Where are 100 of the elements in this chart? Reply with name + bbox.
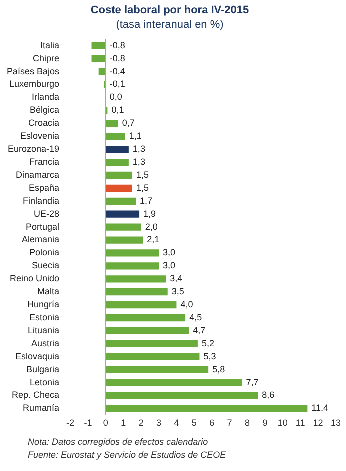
bar <box>106 314 186 322</box>
data-label: 0,0 <box>110 92 122 102</box>
bar <box>106 224 142 231</box>
bar <box>106 392 258 400</box>
x-tick-label: -2 <box>66 418 75 428</box>
source-note: Fuente: Eurostat y Servicio de Estudios de CEOE <box>28 449 228 462</box>
y-tick-label: Estonia <box>29 312 60 322</box>
y-tick-label: Hungría <box>27 300 60 310</box>
data-label: 5,3 <box>204 351 216 362</box>
data-label: 1,3 <box>132 156 146 167</box>
x-tick-label: 1 <box>121 418 126 428</box>
x-tick-label: 7 <box>227 418 232 428</box>
data-label: 3,0 <box>163 248 176 258</box>
y-tick-label: Luxemburgo <box>9 79 60 90</box>
x-tick-label: 8 <box>245 418 250 428</box>
bar <box>106 262 160 270</box>
y-tick-label: Letonia <box>30 377 60 388</box>
y-tick-label: Rep. Checa <box>12 390 60 400</box>
bar <box>106 236 144 244</box>
x-tick-label: 6 <box>210 418 215 428</box>
y-tick-label: Portugal <box>26 222 60 232</box>
data-label: 11,4 <box>312 403 329 414</box>
x-tick-label: -1 <box>84 418 92 428</box>
chart-subtitle: (tasa interanual en %) <box>116 18 224 31</box>
x-tick-label: 13 <box>330 418 342 428</box>
y-tick-label: Eurozona-19 <box>8 144 60 154</box>
chart-title: Coste laboral por hora IV-2015 <box>90 4 250 17</box>
data-label: -0,1 <box>110 79 126 90</box>
data-label: 4,5 <box>190 312 202 322</box>
bar <box>106 146 129 154</box>
y-tick-label: Países Bajos <box>6 66 60 76</box>
y-tick-label: Polonia <box>29 248 60 258</box>
y-tick-label: Rumanía <box>22 403 60 414</box>
y-tick-label: Irlanda <box>32 92 60 102</box>
y-tick-label: Italia <box>40 40 60 50</box>
x-tick-label: 5 <box>192 418 197 428</box>
y-tick-label: España <box>28 182 60 193</box>
bar <box>106 340 198 348</box>
y-tick-label: Malta <box>38 286 60 297</box>
data-label: 1,9 <box>144 208 156 219</box>
bar <box>106 172 132 180</box>
y-tick-label: UE-28 <box>34 208 60 219</box>
y-tick-label: Finlandia <box>22 196 60 206</box>
bar <box>106 250 160 257</box>
data-label: 3,0 <box>163 260 176 271</box>
y-tick-label: Bulgaria <box>26 364 60 374</box>
bar <box>106 366 209 374</box>
y-tick-label: Suecia <box>32 260 60 271</box>
x-tick-label: 12 <box>313 418 324 428</box>
bar <box>106 210 140 218</box>
data-label: 7,7 <box>246 377 259 388</box>
bar <box>106 120 118 128</box>
data-label: 5,2 <box>202 338 214 348</box>
x-tick-label: 2 <box>138 418 144 428</box>
data-label: -0,4 <box>110 66 126 76</box>
bar <box>106 301 177 309</box>
bar <box>106 198 136 205</box>
x-tick-label: 4 <box>174 418 180 428</box>
bar <box>106 158 129 166</box>
data-label: 1,1 <box>129 131 142 142</box>
y-tick-label: Reino Unido <box>10 274 60 284</box>
y-tick-label: Dinamarca <box>16 170 60 180</box>
bar <box>106 327 190 335</box>
data-label: 0,7 <box>122 118 135 128</box>
data-label: 8,6 <box>262 390 275 400</box>
data-label: 0,1 <box>112 105 124 116</box>
bar <box>106 379 242 386</box>
data-label: 4,7 <box>193 325 206 336</box>
y-tick-label: Lituania <box>28 325 60 336</box>
bar <box>106 353 200 360</box>
bar <box>106 288 168 296</box>
x-tick-label: 11 <box>296 418 306 428</box>
data-label: 2,1 <box>147 234 160 245</box>
data-label: 1,5 <box>136 182 149 193</box>
x-tick-label: 0 <box>103 418 108 428</box>
y-tick-label: Croacia <box>28 118 60 128</box>
y-tick-label: Austria <box>32 338 60 348</box>
y-tick-label: Bélgica <box>30 105 60 116</box>
data-label: 3,4 <box>170 274 183 284</box>
x-tick-label: 9 <box>262 418 268 428</box>
data-label: -0,8 <box>110 40 126 50</box>
data-label: 3,5 <box>172 286 184 297</box>
bar <box>92 55 106 62</box>
data-label: 1,5 <box>136 170 149 180</box>
text: Nota: Datos corregidos de efectos calendario <box>28 436 210 449</box>
bar <box>98 68 106 76</box>
x-tick-label: 3 <box>156 418 162 428</box>
data-label: 1,7 <box>140 196 153 206</box>
data-label: 1,3 <box>132 144 146 154</box>
data-label: -0,8 <box>110 53 126 64</box>
bar <box>106 133 126 140</box>
y-tick-label: Alemania <box>22 234 60 245</box>
data-label: 4,0 <box>180 300 194 310</box>
bar <box>106 184 132 192</box>
bar <box>106 276 166 283</box>
data-label: 5,8 <box>212 364 226 374</box>
y-tick-label: Eslovaquia <box>15 351 60 362</box>
y-tick-label: Chipre <box>33 53 60 64</box>
bar <box>106 405 308 412</box>
x-tick-label: 10 <box>278 418 288 428</box>
